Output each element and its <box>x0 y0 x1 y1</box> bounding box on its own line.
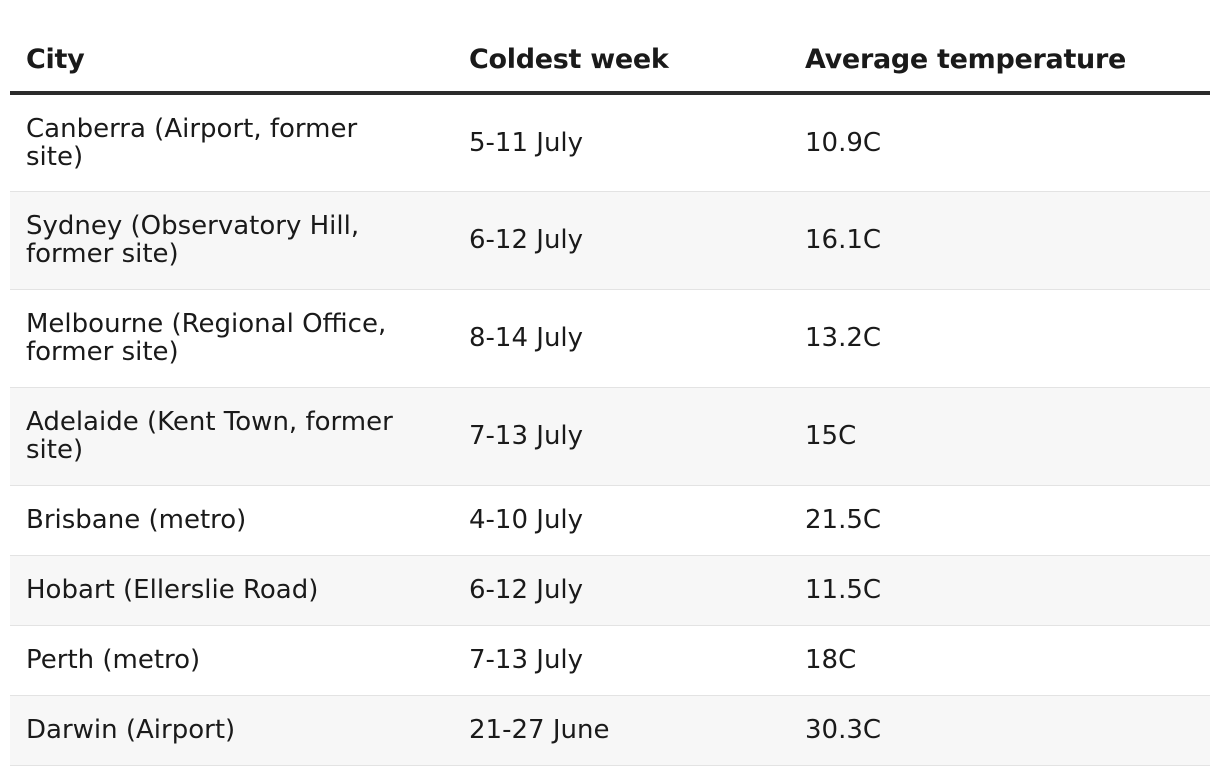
table-body: Canberra (Airport, former site) 5-11 Jul… <box>10 93 1210 766</box>
cell-city: Sydney (Observatory Hill, former site) <box>10 191 453 290</box>
cell-week: 6-12 July <box>453 555 789 626</box>
header-city: City <box>10 0 453 95</box>
table-row: Perth (metro) 7-13 July 18C <box>10 625 1210 696</box>
cell-city: Perth (metro) <box>10 625 453 696</box>
cell-temp: 18C <box>789 625 1210 696</box>
cell-week: 5-11 July <box>453 93 789 192</box>
table-row: Adelaide (Kent Town, former site) 7-13 J… <box>10 387 1210 486</box>
cell-temp: 10.9C <box>789 93 1210 192</box>
coldest-week-table: City Coldest week Average temperature Ca… <box>10 0 1210 766</box>
cell-city: Adelaide (Kent Town, former site) <box>10 387 453 486</box>
header-coldest-week: Coldest week <box>453 0 789 95</box>
table-header: City Coldest week Average temperature <box>10 0 1210 95</box>
cell-temp: 11.5C <box>789 555 1210 626</box>
cell-week: 7-13 July <box>453 625 789 696</box>
cell-week: 6-12 July <box>453 191 789 290</box>
cell-city: Hobart (Ellerslie Road) <box>10 555 453 626</box>
table-row: Hobart (Ellerslie Road) 6-12 July 11.5C <box>10 555 1210 626</box>
coldest-week-table-container: City Coldest week Average temperature Ca… <box>10 0 1210 766</box>
cell-temp: 21.5C <box>789 485 1210 556</box>
cell-week: 4-10 July <box>453 485 789 556</box>
cell-week: 8-14 July <box>453 289 789 388</box>
cell-temp: 30.3C <box>789 695 1210 766</box>
cell-temp: 13.2C <box>789 289 1210 388</box>
cell-temp: 16.1C <box>789 191 1210 290</box>
table-row: Canberra (Airport, former site) 5-11 Jul… <box>10 93 1210 192</box>
cell-week: 21-27 June <box>453 695 789 766</box>
cell-city: Canberra (Airport, former site) <box>10 93 453 192</box>
cell-week: 7-13 July <box>453 387 789 486</box>
cell-city: Melbourne (Regional Office, former site) <box>10 289 453 388</box>
table-row: Melbourne (Regional Office, former site)… <box>10 289 1210 388</box>
table-row: Brisbane (metro) 4-10 July 21.5C <box>10 485 1210 556</box>
cell-temp: 15C <box>789 387 1210 486</box>
cell-city: Darwin (Airport) <box>10 695 453 766</box>
header-average-temperature: Average temperature <box>789 0 1210 95</box>
table-row: Darwin (Airport) 21-27 June 30.3C <box>10 695 1210 766</box>
cell-city: Brisbane (metro) <box>10 485 453 556</box>
table-row: Sydney (Observatory Hill, former site) 6… <box>10 191 1210 290</box>
header-row: City Coldest week Average temperature <box>10 0 1210 95</box>
